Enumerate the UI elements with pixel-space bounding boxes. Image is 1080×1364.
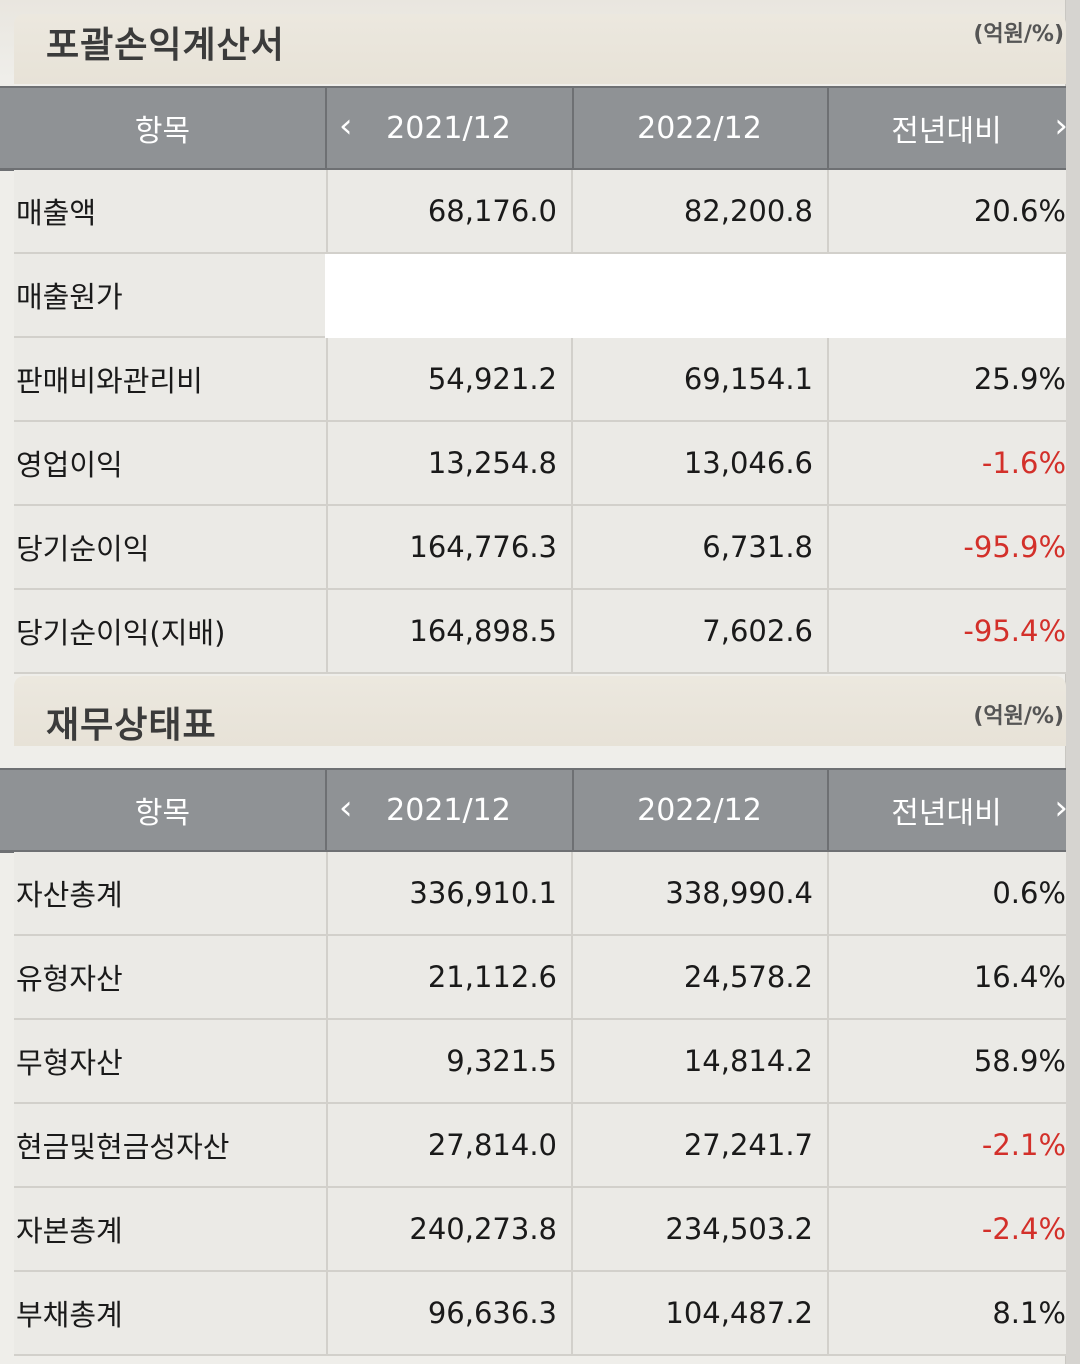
row-label: 자본총계 (14, 1188, 328, 1270)
row-value-2022: 69,154.1 (573, 338, 829, 420)
income-unit-label: (억원/%) (973, 22, 1064, 47)
row-label: 유형자산 (14, 936, 328, 1018)
table-row[interactable]: 당기순이익(지배) 164,898.5 7,602.6 -95.4% (14, 590, 1066, 674)
table-row[interactable]: 현금및현금성자산 27,814.0 27,241.7 -2.1% (14, 1104, 1066, 1188)
table-row[interactable]: 매출액 68,176.0 82,200.8 20.6% (14, 170, 1066, 254)
row-yoy-value: -1.6% (981, 446, 1066, 480)
row-yoy-value: -95.9% (963, 530, 1066, 564)
income-table-header: 항목 ‹ 2021/12 2022/12 전년대비 › (0, 86, 1068, 171)
row-value-2022: 338,990.4 (573, 852, 829, 934)
chevron-right-icon[interactable]: › (1054, 106, 1068, 146)
row-label: 매출원가 (14, 254, 328, 336)
row-value-2021: 13,254.8 (325, 422, 573, 504)
header-yoy-label: 전년대비 (891, 796, 1002, 831)
row-yoy-value: 25.9% (973, 362, 1066, 396)
income-statement-header: 포괄손익계산서 (억원/%) (14, 14, 1066, 84)
row-value-2021: 9,321.5 (325, 1020, 573, 1102)
row-value-2021: 21,112.6 (325, 936, 573, 1018)
row-label: 현금및현금성자산 (14, 1104, 328, 1186)
balance-table-header: 항목 ‹ 2021/12 2022/12 전년대비 › (0, 768, 1068, 853)
row-label: 판매비와관리비 (14, 338, 328, 420)
row-value-2022: 82,200.8 (573, 170, 829, 252)
row-label: 영업이익 (14, 422, 328, 504)
header-year-2021: ‹ 2021/12 (325, 88, 574, 168)
row-value-2022: 6,731.8 (573, 506, 829, 588)
row-value-2021: 164,898.5 (325, 590, 573, 672)
header-year-2021-label: 2021/12 (386, 792, 511, 828)
row-label: 무형자산 (14, 1020, 328, 1102)
table-row[interactable]: 부채총계 96,636.3 104,487.2 8.1% (14, 1272, 1066, 1356)
header-yoy: 전년대비 › (827, 770, 1068, 850)
row-label: 당기순이익(지배) (14, 590, 328, 672)
row-yoy-value: -2.4% (981, 1212, 1066, 1246)
table-row[interactable]: 매출원가 (14, 254, 1066, 338)
row-value-2022: 13,046.6 (573, 422, 829, 504)
row-value-2021: 240,273.8 (325, 1188, 573, 1270)
table-row[interactable]: 자본총계 240,273.8 234,503.2 -2.4% (14, 1188, 1066, 1272)
row-value-2022: 234,503.2 (573, 1188, 829, 1270)
header-year-2021-label: 2021/12 (386, 110, 511, 146)
row-value-2022: 27,241.7 (573, 1104, 829, 1186)
income-statement-title: 포괄손익계산서 (46, 25, 285, 66)
chevron-left-icon[interactable]: ‹ (339, 106, 353, 146)
scrollbar[interactable] (1065, 0, 1080, 1364)
row-value-2021: 164,776.3 (325, 506, 573, 588)
row-yoy-value: -2.1% (981, 1128, 1066, 1162)
table-row[interactable]: 영업이익 13,254.8 13,046.6 -1.6% (14, 422, 1066, 506)
row-value-2022: 7,602.6 (573, 590, 829, 672)
table-row[interactable]: 유형자산 21,112.6 24,578.2 16.4% (14, 936, 1066, 1020)
row-value-2021: 96,636.3 (325, 1272, 573, 1354)
header-year-2021: ‹ 2021/12 (325, 770, 574, 850)
header-item: 항목 (0, 770, 327, 850)
row-label: 당기순이익 (14, 506, 328, 588)
header-year-2022: 2022/12 (572, 88, 829, 168)
table-row[interactable]: 무형자산 9,321.5 14,814.2 58.9% (14, 1020, 1066, 1104)
header-yoy: 전년대비 › (827, 88, 1068, 168)
row-label: 매출액 (14, 170, 328, 252)
table-row[interactable]: 자산총계 336,910.1 338,990.4 0.6% (14, 852, 1066, 936)
row-yoy-value: 20.6% (973, 194, 1066, 228)
table-row[interactable]: 판매비와관리비 54,921.2 69,154.1 25.9% (14, 338, 1066, 422)
row-value-2022: 24,578.2 (573, 936, 829, 1018)
row-label: 자산총계 (14, 852, 328, 934)
row-value-2022: 14,814.2 (573, 1020, 829, 1102)
chevron-right-icon[interactable]: › (1054, 788, 1068, 828)
row-yoy-value: -95.4% (963, 614, 1066, 648)
row-label: 부채총계 (14, 1272, 328, 1354)
row-yoy-value: 16.4% (973, 960, 1066, 994)
table-row[interactable]: 당기순이익 164,776.3 6,731.8 -95.9% (14, 506, 1066, 590)
header-yoy-label: 전년대비 (891, 114, 1002, 149)
balance-unit-label: (억원/%) (973, 704, 1064, 729)
row-yoy-value: 0.6% (992, 876, 1066, 910)
row-value-2021: 27,814.0 (325, 1104, 573, 1186)
header-item: 항목 (0, 88, 327, 168)
balance-sheet-header: 재무상태표 (억원/%) (14, 676, 1066, 746)
chevron-left-icon[interactable]: ‹ (339, 788, 353, 828)
row-yoy-value: 58.9% (973, 1044, 1066, 1078)
balance-sheet-title: 재무상태표 (46, 705, 217, 746)
header-year-2022: 2022/12 (572, 770, 829, 850)
row-yoy-value: 8.1% (992, 1296, 1066, 1330)
row-value-2021: 54,921.2 (325, 338, 573, 420)
empty-value-area (325, 254, 1066, 338)
row-value-2021: 336,910.1 (325, 852, 573, 934)
row-value-2022: 104,487.2 (573, 1272, 829, 1354)
row-value-2021: 68,176.0 (325, 170, 573, 252)
